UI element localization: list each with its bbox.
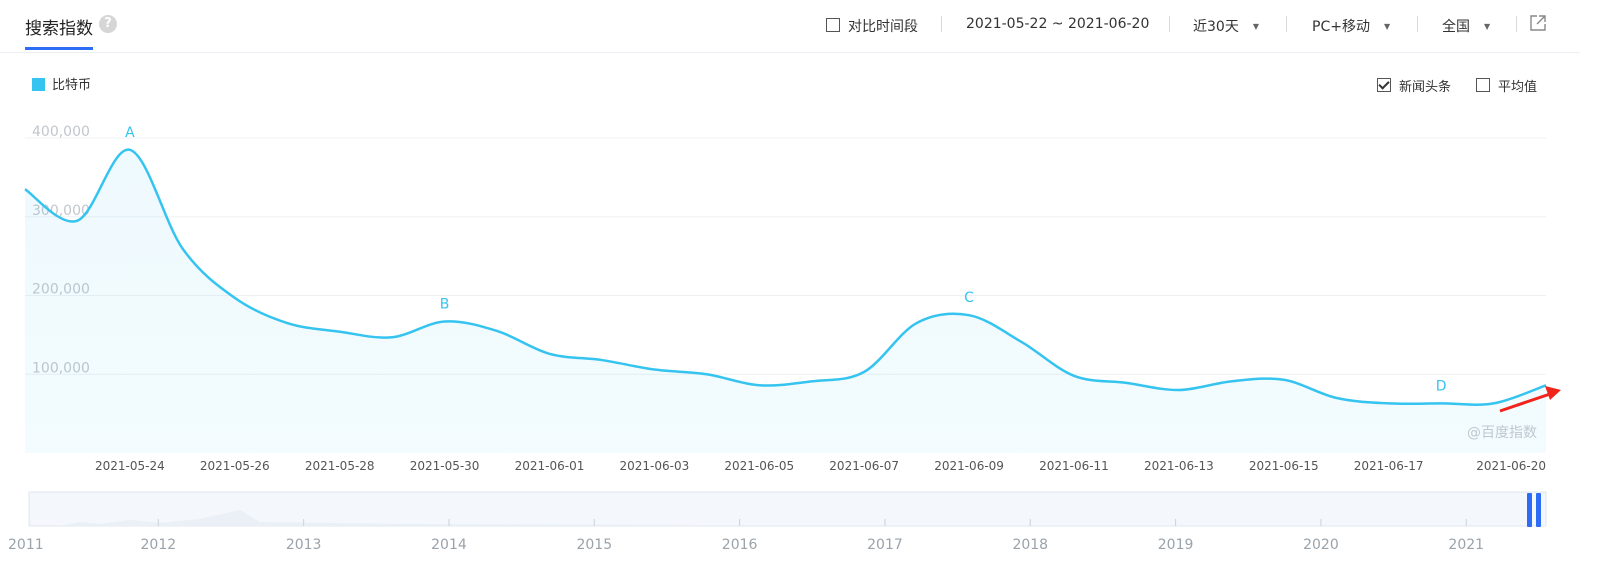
legend-swatch [32, 78, 45, 91]
caret-down-icon: ▼ [1484, 22, 1491, 31]
device-value: PC+移动 [1312, 19, 1370, 35]
data-point[interactable] [19, 183, 31, 195]
x-tick-label: 2021-06-05 [724, 459, 794, 473]
data-point[interactable] [911, 317, 923, 329]
overview-handle-right[interactable] [1536, 493, 1541, 527]
data-point[interactable] [858, 366, 870, 378]
legend[interactable]: 比特币 [32, 74, 91, 93]
data-point[interactable] [543, 348, 555, 360]
data-point[interactable] [1068, 370, 1080, 382]
x-tick-label: 2021-05-26 [200, 459, 270, 473]
period-value: 近30天 [1193, 19, 1239, 35]
active-tab-indicator [25, 47, 93, 50]
x-tick-label: 2021-06-20 [1476, 459, 1546, 473]
data-point[interactable] [386, 331, 398, 343]
news-marker-a[interactable]: A [125, 125, 135, 141]
x-tick-label: 2021-06-07 [829, 459, 899, 473]
average-checkbox[interactable] [1476, 78, 1490, 92]
header: 搜索指数 ? 对比时间段 2021-05-22 ~ 2021-06-20 近30… [0, 0, 1580, 53]
news-marker-d[interactable]: D [1436, 378, 1447, 394]
date-range-picker[interactable]: 2021-05-22 ~ 2021-06-20 [966, 16, 1150, 32]
data-point[interactable] [753, 379, 765, 391]
y-tick-label: 400,000 [32, 124, 90, 140]
overview-year-label: 2020 [1303, 537, 1339, 553]
overview-year-label: 2016 [722, 537, 758, 553]
region-value: 全国 [1442, 19, 1470, 35]
period-select[interactable]: 近30天 ▼ [1193, 16, 1259, 36]
region-select[interactable]: 全国 ▼ [1442, 16, 1490, 36]
data-point[interactable] [124, 144, 136, 156]
news-marker-c[interactable]: C [964, 290, 974, 306]
data-point[interactable] [596, 354, 608, 366]
divider [1516, 16, 1517, 32]
average-label: 平均值 [1498, 80, 1538, 95]
compare-toggle[interactable]: 对比时间段 [826, 16, 918, 36]
caret-down-icon: ▼ [1252, 22, 1259, 31]
data-point[interactable] [176, 242, 188, 254]
data-point[interactable] [806, 375, 818, 387]
overview-year-label: 2013 [286, 537, 322, 553]
data-point[interactable] [1173, 384, 1185, 396]
page-title: 搜索指数 [25, 19, 93, 39]
divider [1417, 16, 1418, 32]
divider [1169, 16, 1170, 32]
data-point[interactable] [1278, 374, 1290, 386]
x-tick-label: 2021-05-24 [95, 459, 165, 473]
data-point[interactable] [281, 317, 293, 329]
data-point[interactable] [1488, 397, 1500, 409]
x-tick-label: 2021-05-30 [410, 459, 480, 473]
average-toggle[interactable]: 平均值 [1476, 76, 1537, 95]
overview-slider[interactable] [28, 491, 1547, 527]
overview-year-label: 2015 [576, 537, 612, 553]
legend-series-label: 比特币 [52, 78, 92, 93]
caret-down-icon: ▼ [1383, 22, 1391, 31]
data-point[interactable] [1016, 336, 1028, 348]
overview-year-label: 2012 [141, 537, 177, 553]
x-tick-label: 2021-06-01 [515, 459, 585, 473]
share-icon[interactable] [1529, 14, 1547, 32]
x-tick-label: 2021-06-09 [934, 459, 1004, 473]
x-tick-label: 2021-06-11 [1039, 459, 1109, 473]
overview-year-label: 2018 [1012, 537, 1048, 553]
help-icon[interactable]: ? [99, 15, 117, 33]
news-checkbox[interactable] [1377, 78, 1391, 92]
data-point[interactable] [491, 325, 503, 337]
overview-handle-left[interactable] [1527, 493, 1532, 527]
x-tick-label: 2021-06-03 [620, 459, 690, 473]
data-point[interactable] [439, 315, 451, 327]
x-tick-label: 2021-05-28 [305, 459, 375, 473]
news-marker-b[interactable]: B [440, 296, 450, 312]
overview-year-label: 2019 [1158, 537, 1194, 553]
compare-label: 对比时间段 [848, 19, 918, 35]
data-point[interactable] [229, 292, 241, 304]
data-point[interactable] [648, 364, 660, 376]
data-point[interactable] [334, 326, 346, 338]
compare-checkbox[interactable] [826, 18, 840, 32]
overview-year-label: 2021 [1448, 537, 1484, 553]
data-point[interactable] [1120, 377, 1132, 389]
data-point[interactable] [71, 215, 83, 227]
divider [1286, 16, 1287, 32]
data-point[interactable] [1383, 397, 1395, 409]
data-point[interactable] [1225, 375, 1237, 387]
overview-year-label: 2011 [8, 537, 44, 553]
watermark: @百度指数 [1467, 425, 1537, 441]
series-area [25, 149, 1546, 453]
x-tick-label: 2021-06-17 [1354, 459, 1424, 473]
device-select[interactable]: PC+移动 ▼ [1312, 16, 1390, 36]
divider [941, 16, 942, 32]
series-line [24, 148, 1547, 406]
red-arrow-annotation [1499, 386, 1561, 413]
overview-year-label: 2014 [431, 537, 467, 553]
news-toggle[interactable]: 新闻头条 [1377, 76, 1451, 95]
data-point[interactable] [1330, 392, 1342, 404]
news-label: 新闻头条 [1399, 80, 1452, 95]
x-tick-label: 2021-06-13 [1144, 459, 1214, 473]
data-point[interactable] [701, 368, 713, 380]
overview-year-label: 2017 [867, 537, 903, 553]
data-point[interactable] [1435, 397, 1447, 409]
data-point[interactable] [963, 309, 975, 321]
x-tick-label: 2021-06-15 [1249, 459, 1319, 473]
